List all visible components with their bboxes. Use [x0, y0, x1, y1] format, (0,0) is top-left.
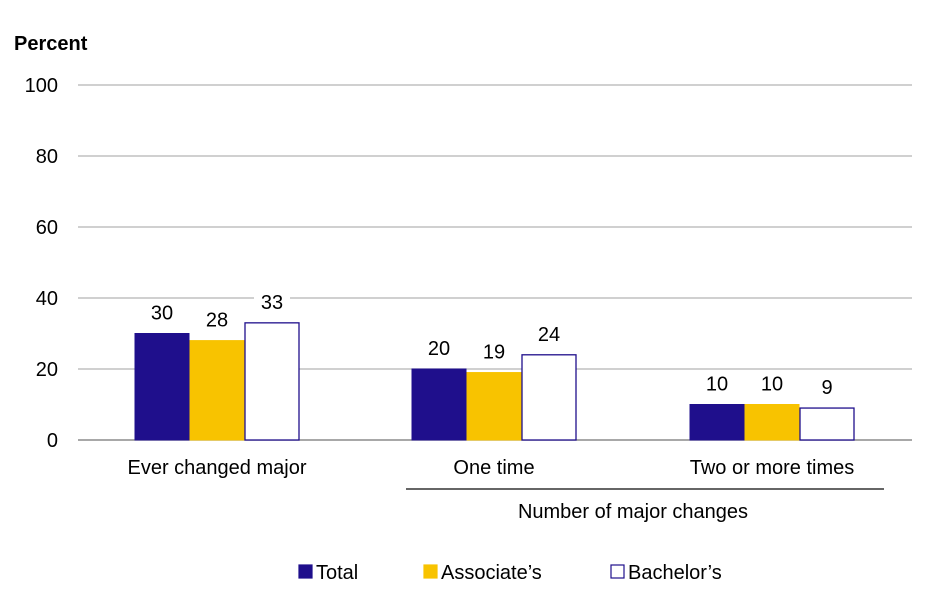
y-tick-label: 40: [36, 288, 58, 310]
data-label: 28: [206, 310, 228, 332]
y-tick-label: 60: [36, 217, 58, 239]
y-tick-label: 0: [47, 430, 58, 452]
group-label: Number of major changes: [518, 501, 748, 523]
data-label: 10: [706, 374, 728, 396]
y-tick-label: 20: [36, 359, 58, 381]
data-label: 30: [151, 303, 173, 325]
data-label: 33: [261, 292, 283, 314]
bar-1-2: [744, 404, 800, 441]
bar-2-0: [244, 322, 300, 441]
legend-swatch: [298, 564, 313, 579]
legend: Total Associate’s Bachelor’s: [298, 562, 722, 584]
category-label: Ever changed major: [128, 457, 307, 479]
data-label-bg: [199, 307, 235, 332]
y-axis-label: Percent: [14, 33, 88, 55]
data-label: 10: [761, 374, 783, 396]
bar-0-0: [134, 333, 190, 441]
data-label-bg: [809, 375, 845, 400]
category-label: One time: [453, 457, 534, 479]
bar-2-2: [799, 407, 855, 441]
data-labels: 30 28 33 20 19 24 10 10 9: [144, 289, 845, 400]
data-label: 24: [538, 324, 560, 346]
bar-0-2: [689, 404, 745, 441]
data-label-bg: [476, 339, 512, 364]
data-label-bg: [699, 371, 735, 396]
y-tick-labels: 0 20 40 60 80 100: [25, 75, 58, 452]
legend-label: Total: [316, 562, 358, 584]
bars: [134, 322, 855, 441]
legend-swatch: [423, 564, 438, 579]
legend-swatch: [610, 564, 625, 579]
category-label: Two or more times: [690, 457, 854, 479]
bar-1-0: [189, 340, 245, 441]
y-tick-label: 100: [25, 75, 58, 97]
data-label-bg: [144, 300, 180, 325]
data-label: 9: [821, 377, 832, 399]
data-label-bg: [531, 321, 567, 346]
bar-1-1: [466, 372, 522, 441]
legend-label: Bachelor’s: [628, 562, 722, 584]
data-label: 20: [428, 338, 450, 360]
legend-label: Associate’s: [441, 562, 542, 584]
bar-0-1: [411, 368, 467, 441]
data-label: 19: [483, 342, 505, 364]
data-label-bg: [421, 336, 457, 360]
bar-2-1: [521, 354, 577, 441]
y-tick-label: 80: [36, 146, 58, 168]
data-label-bg: [754, 371, 790, 396]
category-labels: Ever changed major One time Two or more ti…: [128, 457, 855, 479]
data-label-bg: [254, 289, 290, 314]
